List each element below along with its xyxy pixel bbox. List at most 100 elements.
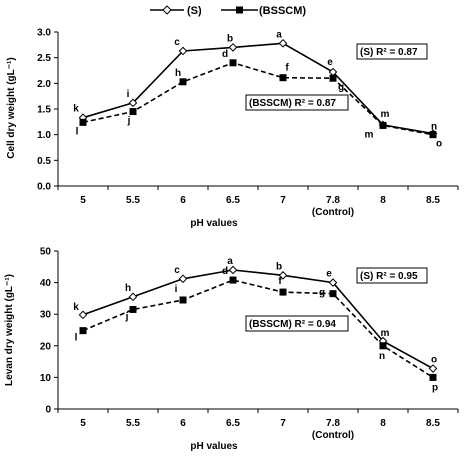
cell-series-s-point bbox=[228, 43, 238, 52]
legend-s-label: (S) bbox=[187, 5, 202, 17]
levan-dry-weight-chart: k h c a b e m o l j i d f g n p 0 10 20 30 40 50 5 5.5 6 6.5 7 7.8… bbox=[4, 247, 459, 452]
cell-y-tick-label: 1.5 bbox=[37, 105, 51, 116]
levan-x-tick-label: 5 bbox=[80, 418, 86, 429]
cell-dry-weight-chart: k i c b a e m n l j h d f g m o 0.0 0.5 1.0 1.5 2.0 2.5 3.0 5 5… bbox=[6, 28, 459, 229]
cell-point-label: h bbox=[175, 68, 181, 79]
levan-point-label: l bbox=[75, 333, 78, 344]
levan-series-bsscm-point bbox=[79, 327, 87, 335]
levan-series-bsscm-point bbox=[279, 288, 287, 296]
cell-point-label: b bbox=[227, 33, 233, 44]
cell-y-tick-label: 0.5 bbox=[37, 156, 51, 167]
cell-point-label: a bbox=[276, 29, 282, 40]
cell-series-bsscm-point bbox=[129, 108, 137, 116]
levan-chart-s-r2-box bbox=[356, 267, 428, 284]
levan-x-tick-label: 6 bbox=[180, 418, 186, 429]
levan-point-label: c bbox=[174, 265, 180, 276]
levan-point-label: b bbox=[276, 261, 282, 272]
cell-point-label: o bbox=[436, 139, 442, 150]
cell-x-tick-label: 8 bbox=[380, 195, 386, 206]
cell-y-tick-label: 0.0 bbox=[37, 182, 51, 193]
cell-x-tick-label: 6.5 bbox=[226, 195, 240, 206]
levan-series-bsscm-point bbox=[429, 373, 437, 381]
cell-x-tick-label: 5 bbox=[80, 195, 86, 206]
legend-bsscm-label: (BSSCM) bbox=[259, 5, 306, 17]
levan-series-bsscm-point bbox=[129, 305, 137, 313]
cell-chart-bsscm-r2-box bbox=[245, 94, 349, 111]
levan-y-tick-label: 50 bbox=[40, 247, 52, 258]
levan-x-tick-label: 5.5 bbox=[126, 418, 140, 429]
cell-point-label: e bbox=[327, 57, 333, 68]
levan-x-tick-label: 7.8 bbox=[326, 418, 340, 429]
levan-y-tick-label: 0 bbox=[45, 405, 51, 416]
cell-point-label: m bbox=[381, 109, 390, 120]
cell-x-tick-label: 6 bbox=[180, 195, 186, 206]
levan-point-label: p bbox=[432, 382, 438, 393]
levan-series-bsscm-point bbox=[379, 342, 387, 350]
levan-series-bsscm-point bbox=[329, 290, 337, 298]
cell-chart-s-r2-label: (S) R² = 0.87 bbox=[360, 47, 418, 58]
levan-point-label: i bbox=[175, 284, 178, 295]
levan-x-tick-sublabel: (Control) bbox=[312, 430, 354, 441]
cell-series-bsscm-point bbox=[329, 74, 337, 82]
cell-series-bsscm-point bbox=[79, 118, 87, 126]
cell-point-label: l bbox=[76, 126, 79, 137]
cell-series-s-point bbox=[178, 46, 188, 56]
cell-point-label: d bbox=[222, 49, 228, 60]
levan-point-label: g bbox=[319, 288, 325, 299]
cell-point-label: f bbox=[285, 63, 289, 74]
levan-chart-y-axis-label: Levan dry weight (gL⁻¹) bbox=[4, 274, 15, 386]
cell-series-bsscm-point bbox=[229, 59, 237, 67]
levan-chart-s-r2-label: (S) R² = 0.95 bbox=[360, 271, 418, 282]
legend-bsscm-marker-icon bbox=[236, 6, 243, 14]
levan-series-s-point bbox=[278, 271, 288, 280]
levan-y-tick-label: 20 bbox=[40, 341, 52, 352]
levan-series-s-point bbox=[228, 265, 238, 275]
cell-y-tick-label: 3.0 bbox=[37, 28, 51, 39]
levan-series-s-line bbox=[82, 269, 434, 370]
levan-point-label: o bbox=[431, 355, 437, 366]
cell-series-bsscm-point bbox=[279, 74, 287, 82]
levan-chart-bsscm-r2-label: (BSSCM) R² = 0.94 bbox=[249, 319, 336, 330]
cell-point-label: j bbox=[127, 116, 131, 127]
levan-point-label: a bbox=[227, 256, 233, 267]
levan-y-tick-label: 40 bbox=[40, 278, 52, 289]
legend-s-marker-icon bbox=[162, 5, 172, 15]
cell-x-tick-label: 7.8 bbox=[326, 195, 340, 206]
cell-point-label: k bbox=[73, 104, 79, 115]
cell-point-label: m bbox=[365, 129, 374, 140]
levan-point-label: k bbox=[73, 302, 79, 313]
cell-y-tick-label: 2.5 bbox=[37, 53, 51, 64]
levan-series-s-point bbox=[128, 292, 138, 302]
levan-series-bsscm-point bbox=[179, 296, 187, 304]
cell-series-bsscm-point bbox=[179, 78, 187, 86]
cell-series-bsscm-point bbox=[379, 121, 387, 129]
levan-series-s-point bbox=[328, 278, 338, 287]
cell-chart-y-axis-label: Cell dry weight (gL⁻¹) bbox=[6, 57, 17, 158]
cell-x-tick-label: 8.5 bbox=[426, 195, 440, 206]
levan-point-label: j bbox=[125, 311, 129, 322]
levan-point-label: d bbox=[222, 266, 228, 277]
levan-point-label: e bbox=[326, 269, 332, 280]
levan-point-label: f bbox=[278, 276, 282, 287]
cell-series-bsscm-point bbox=[429, 131, 437, 139]
levan-series-bsscm-point bbox=[229, 276, 237, 284]
cell-point-label: g bbox=[338, 82, 344, 93]
levan-y-tick-label: 10 bbox=[40, 373, 52, 384]
cell-x-tick-label: 5.5 bbox=[126, 195, 140, 206]
cell-series-s-point bbox=[278, 38, 288, 48]
cell-y-tick-label: 2.0 bbox=[37, 79, 51, 90]
levan-point-label: m bbox=[381, 328, 390, 339]
cell-point-label: i bbox=[127, 89, 130, 100]
cell-series-bsscm-line bbox=[82, 61, 434, 136]
cell-chart-s-r2-box bbox=[356, 43, 428, 60]
levan-x-tick-label: 7 bbox=[280, 418, 286, 429]
levan-x-tick-label: 8.5 bbox=[426, 418, 440, 429]
cell-series-s-line bbox=[82, 42, 434, 135]
levan-chart-bsscm-r2-box bbox=[245, 315, 349, 332]
legend: (S) (BSSCM) bbox=[150, 5, 306, 17]
cell-point-label: n bbox=[431, 122, 437, 133]
levan-y-tick-label: 30 bbox=[40, 310, 52, 321]
cell-chart-x-axis-label: pH values bbox=[190, 218, 238, 229]
cell-x-tick-label: 7 bbox=[280, 195, 286, 206]
levan-series-s-point bbox=[428, 364, 438, 373]
